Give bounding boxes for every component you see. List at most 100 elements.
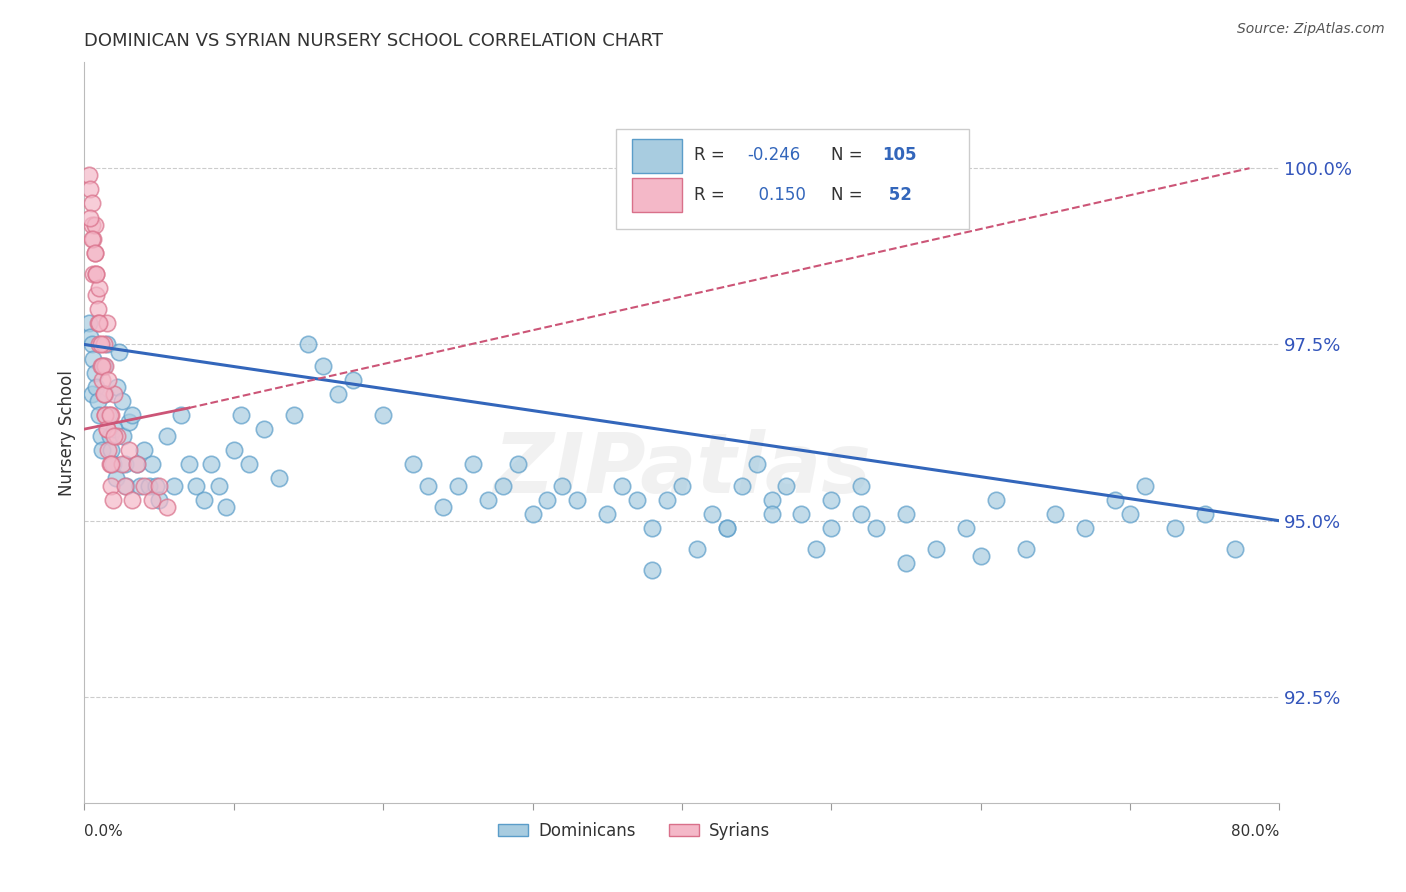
Point xyxy=(402,458,425,472)
Point xyxy=(80,196,103,211)
Point xyxy=(700,507,723,521)
FancyBboxPatch shape xyxy=(631,178,682,212)
Point xyxy=(86,380,108,394)
Y-axis label: Nursery School: Nursery School xyxy=(58,369,76,496)
Point xyxy=(148,492,170,507)
Point xyxy=(865,521,887,535)
Point xyxy=(97,408,120,422)
Point xyxy=(984,492,1007,507)
Point xyxy=(112,429,135,443)
Point xyxy=(761,492,783,507)
Point xyxy=(626,492,648,507)
Point xyxy=(91,359,114,373)
Text: R =: R = xyxy=(695,186,724,204)
Point xyxy=(80,218,103,232)
Point xyxy=(125,458,148,472)
Point xyxy=(118,415,141,429)
Point xyxy=(94,408,117,422)
Point xyxy=(97,373,120,387)
Point xyxy=(82,232,104,246)
Point xyxy=(193,492,215,507)
Point xyxy=(1045,507,1067,521)
Point xyxy=(121,408,143,422)
Point xyxy=(105,429,128,443)
Point xyxy=(100,408,122,422)
Point xyxy=(1133,478,1156,492)
Point xyxy=(492,478,515,492)
Point xyxy=(94,359,117,373)
Point xyxy=(342,373,364,387)
Point xyxy=(851,478,873,492)
Point xyxy=(851,507,873,521)
Point xyxy=(761,507,783,521)
Point xyxy=(894,556,917,570)
Point xyxy=(477,492,499,507)
Point xyxy=(894,507,917,521)
Point xyxy=(671,478,693,492)
Point xyxy=(596,507,619,521)
Point xyxy=(115,478,138,492)
Text: DOMINICAN VS SYRIAN NURSERY SCHOOL CORRELATION CHART: DOMINICAN VS SYRIAN NURSERY SCHOOL CORRE… xyxy=(84,32,664,50)
Point xyxy=(432,500,454,514)
Point xyxy=(96,316,118,330)
Point xyxy=(79,182,101,196)
Text: N =: N = xyxy=(831,186,863,204)
Point xyxy=(83,366,105,380)
Point xyxy=(775,478,797,492)
Point xyxy=(80,387,103,401)
Point xyxy=(97,443,120,458)
Point xyxy=(83,218,105,232)
Point xyxy=(79,330,101,344)
Point xyxy=(87,393,110,408)
Point xyxy=(716,521,738,535)
Point xyxy=(141,458,163,472)
Point xyxy=(148,478,170,492)
Point xyxy=(82,351,104,366)
Point xyxy=(86,288,108,302)
Text: 80.0%: 80.0% xyxy=(1232,824,1279,839)
Point xyxy=(567,492,589,507)
Point xyxy=(118,443,141,458)
Point xyxy=(283,408,305,422)
Point xyxy=(208,478,231,492)
Point xyxy=(87,316,110,330)
Point xyxy=(186,478,208,492)
Point xyxy=(655,492,678,507)
Point xyxy=(89,337,111,351)
Point xyxy=(89,408,111,422)
Point xyxy=(215,500,238,514)
Point xyxy=(96,337,118,351)
Point xyxy=(200,458,222,472)
Point xyxy=(506,458,529,472)
Point xyxy=(141,492,163,507)
Text: 52: 52 xyxy=(883,186,911,204)
Point xyxy=(170,408,193,422)
Point xyxy=(222,443,245,458)
Point xyxy=(125,458,148,472)
Point xyxy=(93,359,115,373)
Text: 105: 105 xyxy=(883,146,917,164)
Point xyxy=(686,541,709,556)
Point xyxy=(98,429,121,443)
Point xyxy=(94,408,117,422)
Point xyxy=(103,429,125,443)
Point xyxy=(231,408,253,422)
Point xyxy=(806,541,828,556)
Point xyxy=(1074,521,1097,535)
Point xyxy=(121,492,143,507)
Text: -0.246: -0.246 xyxy=(748,146,801,164)
Point xyxy=(373,408,395,422)
Text: 0.150: 0.150 xyxy=(748,186,806,204)
Point xyxy=(155,500,177,514)
Text: N =: N = xyxy=(831,146,863,164)
Text: ZIPatlas: ZIPatlas xyxy=(494,429,870,510)
Point xyxy=(132,478,156,492)
Point xyxy=(111,393,134,408)
FancyBboxPatch shape xyxy=(616,129,969,229)
Point xyxy=(328,387,350,401)
Point xyxy=(86,267,108,281)
Point xyxy=(104,471,127,485)
Point xyxy=(297,337,319,351)
Point xyxy=(731,478,754,492)
Point xyxy=(128,478,150,492)
